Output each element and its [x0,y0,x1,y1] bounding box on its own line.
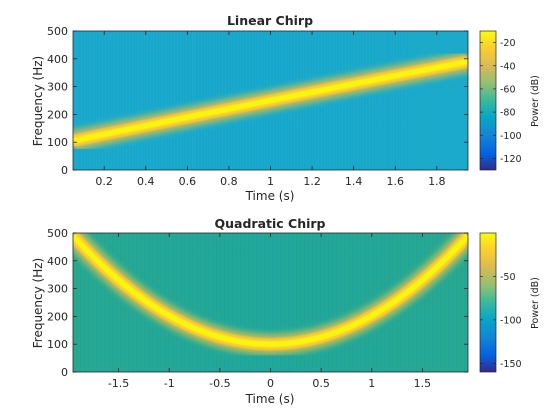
x-tick-label: 0.6 [179,175,197,188]
colorbar [479,232,497,373]
spectrogram-image [73,233,468,372]
x-tick-label: 0.2 [95,175,113,188]
colorbar-tick-label: -150 [500,359,522,370]
x-axis-label: Time (s) [245,392,295,406]
chirp-ridge [73,233,468,358]
colorbar-tick-label: -120 [500,154,522,165]
x-axis-ticks: -1.5 -1 -0.5 0 0.5 1 1.5 [108,233,431,390]
chirp-ridge [73,48,468,154]
colorbar-label: Power (dB) [530,277,541,329]
chirp-ridge-band [73,233,468,348]
colorbar-tick-label: -20 [500,38,516,49]
quadratic-chirp-plot: Quadratic Chirp -1.5 -1 -0.5 0 0.5 1 1.5 0 100 2… [31,216,541,406]
x-tick-label: -1.5 [108,377,129,390]
y-tick-label: 300 [47,81,68,94]
x-tick-label: 0 [267,377,274,390]
y-axis-label: Frequency (Hz) [31,258,45,349]
x-tick-label: 1.2 [303,175,321,188]
spectrogram-image [73,31,468,170]
x-tick-label: 1 [368,377,375,390]
y-tick-label: 200 [47,310,68,323]
y-tick-label: 0 [61,366,68,379]
x-tick-label: 0.8 [220,175,238,188]
x-axis-ticks: 0.2 0.4 0.6 0.8 1 1.2 1.4 1.6 1.8 [95,31,446,188]
colorbar-tick-label: -100 [500,131,522,142]
y-axis-label: Frequency (Hz) [31,56,45,147]
y-tick-label: 0 [61,164,68,177]
y-tick-label: 100 [47,338,68,351]
x-tick-label: 0.4 [137,175,155,188]
y-tick-label: 500 [47,25,68,38]
x-tick-label: -0.5 [209,377,230,390]
x-tick-label: -1 [164,377,175,390]
x-tick-label: 1.6 [386,175,404,188]
colorbar-tick-label: -80 [500,108,516,119]
x-tick-label: 1.4 [345,175,363,188]
y-axis-ticks: 0 100 200 300 400 500 [47,227,468,379]
y-axis-ticks: 0 100 200 300 400 500 [47,25,468,177]
y-tick-label: 300 [47,283,68,296]
chirp-ridge-band [73,58,468,144]
colorbar-tick-label: -60 [500,84,516,95]
colorbar-tick-label: -100 [500,315,522,326]
colorbar-ticks: -20 -40 -60 -80 -100 -120 [480,38,522,165]
colorbar-tick-label: -40 [500,61,516,72]
x-tick-label: 1 [267,175,274,188]
colorbar-ticks: -50 -100 -150 [480,272,522,370]
y-tick-label: 400 [47,255,68,268]
plot-title: Quadratic Chirp [215,216,326,231]
plot-title: Linear Chirp [227,13,313,28]
colorbar-tick-label: -50 [500,272,516,283]
y-tick-label: 200 [47,108,68,121]
colorbar-label: Power (dB) [530,75,541,127]
colorbar [479,30,497,171]
x-axis-label: Time (s) [245,189,295,203]
y-tick-label: 100 [47,136,68,149]
x-tick-label: 0.5 [312,377,330,390]
y-tick-label: 500 [47,227,68,240]
y-tick-label: 400 [47,53,68,66]
x-tick-label: 1.5 [414,377,432,390]
x-tick-label: 1.8 [428,175,446,188]
linear-chirp-plot: Linear Chirp 0.2 0.4 0.6 0.8 1 1.2 1.4 1.6 1.8 0… [31,13,541,203]
